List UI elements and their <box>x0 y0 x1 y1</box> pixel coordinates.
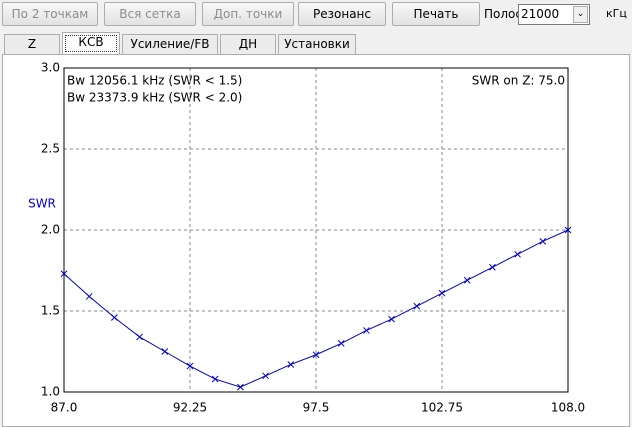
point-marker <box>85 293 93 300</box>
point-marker <box>564 226 572 234</box>
point-marker <box>262 372 269 380</box>
annotation: Bw 23373.9 kHz (SWR < 2.0) <box>67 91 242 105</box>
x-tick-label: 102.75 <box>421 401 463 415</box>
band-select[interactable]: 21000 ⌄ <box>518 4 590 25</box>
point-marker <box>514 250 521 258</box>
y-tick-label: 2.5 <box>41 142 60 156</box>
point-marker <box>211 375 219 383</box>
button[interactable]: Печать <box>392 2 480 26</box>
x-tick-label: 87.0 <box>51 401 78 415</box>
point-marker <box>111 314 118 321</box>
point-marker <box>463 276 471 284</box>
y-tick-label: 2.0 <box>41 223 60 237</box>
point-marker <box>161 348 169 355</box>
point-marker <box>136 333 143 341</box>
tab[interactable]: Усиление/FB <box>122 34 218 54</box>
point-marker <box>438 289 446 297</box>
point-marker <box>539 237 547 245</box>
point-marker <box>60 270 68 278</box>
tab[interactable]: КСВ <box>62 32 120 55</box>
button[interactable]: Вся сетка <box>104 2 196 26</box>
button[interactable]: По 2 точкам <box>2 2 98 26</box>
tab[interactable]: Z <box>4 34 60 54</box>
point-marker <box>287 361 295 368</box>
point-marker <box>388 315 395 323</box>
tab[interactable]: ДН <box>220 34 276 54</box>
point-marker <box>337 340 345 347</box>
x-tick-label: 97.5 <box>303 401 330 415</box>
annotation: SWR on Z: 75.0 <box>472 74 565 88</box>
point-marker <box>312 351 320 359</box>
y-tick-label: 1.5 <box>41 304 60 318</box>
x-tick-label: 92.25 <box>173 401 207 415</box>
y-tick-label: 3.0 <box>41 61 60 75</box>
band-value: 21000 <box>521 7 560 21</box>
x-tick-label: 108.0 <box>551 401 585 415</box>
point-marker <box>363 327 370 334</box>
point-marker <box>237 383 244 391</box>
point-marker <box>413 302 421 310</box>
band-label: Полоса <box>484 7 530 21</box>
y-tick-label: 1.0 <box>41 385 60 399</box>
point-marker <box>489 263 496 271</box>
point-marker <box>186 362 194 370</box>
button[interactable]: Резонанс <box>298 2 386 26</box>
annotation: Bw 12056.1 kHz (SWR < 1.5) <box>67 74 242 88</box>
y-axis-label: SWR <box>28 197 56 211</box>
dropdown-arrow[interactable]: ⌄ <box>573 6 588 23</box>
band-unit: кГц <box>606 7 627 20</box>
tab[interactable]: Установки <box>278 34 356 54</box>
button[interactable]: Доп. точки <box>202 2 294 26</box>
